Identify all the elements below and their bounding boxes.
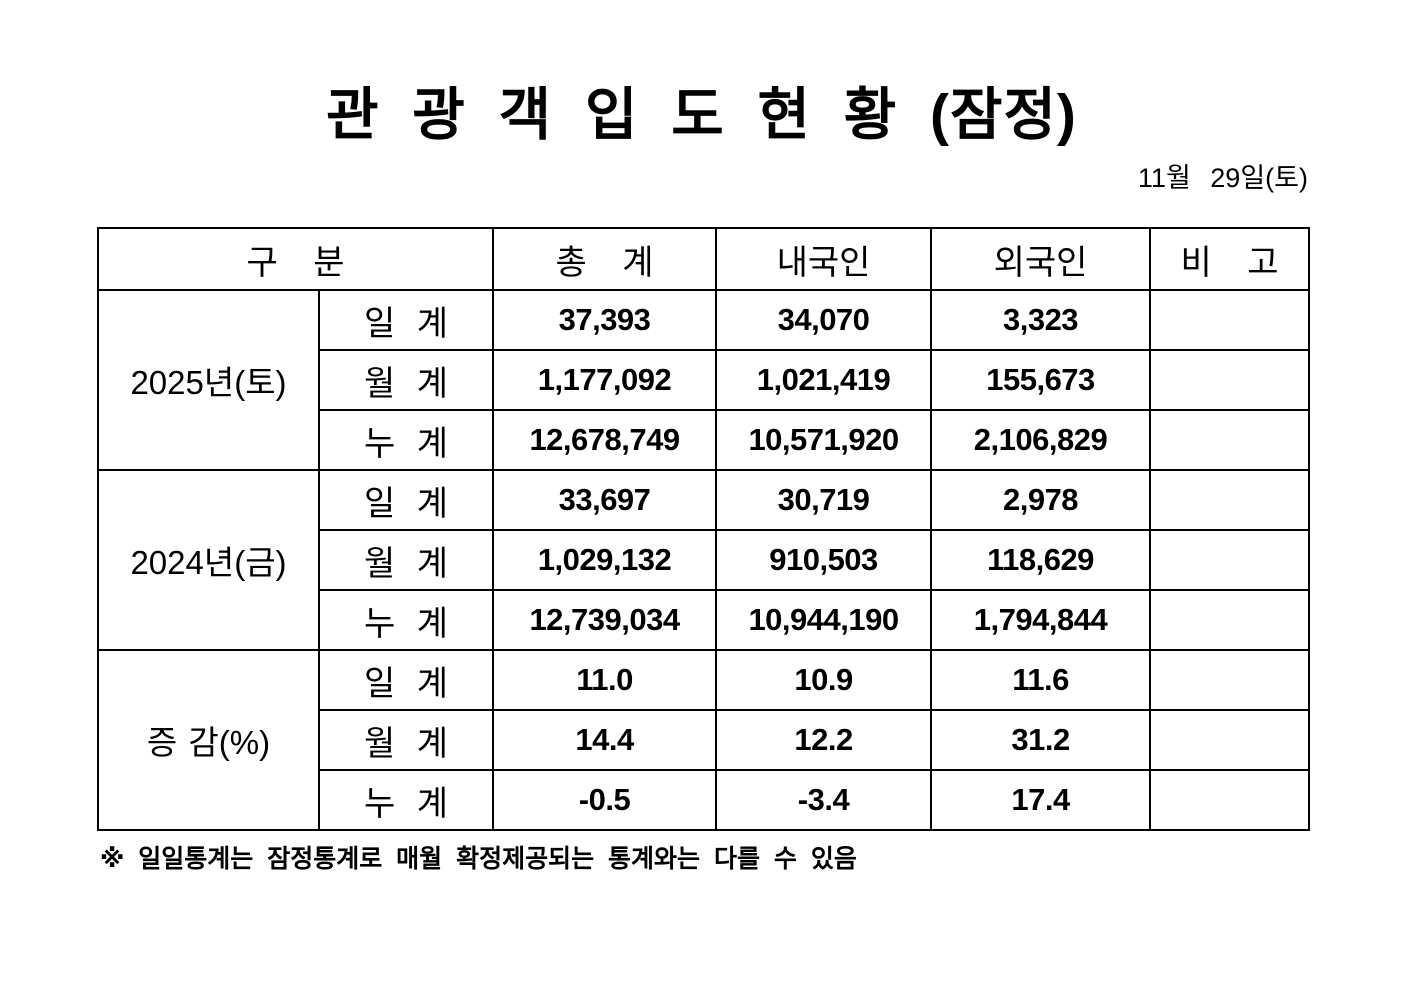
cell-note <box>1149 769 1311 831</box>
row-label: 일 계 <box>317 469 495 531</box>
cell-total: 37,393 <box>492 289 718 351</box>
cell-foreign: 31.2 <box>930 709 1152 771</box>
table-row: 월 계 1,177,092 1,021,419 155,673 <box>98 349 1311 411</box>
table-row: 월 계 1,029,132 910,503 118,629 <box>98 529 1311 591</box>
cell-foreign: 17.4 <box>930 769 1152 831</box>
cell-total: 11.0 <box>492 649 718 711</box>
cell-domestic: 1,021,419 <box>715 349 933 411</box>
cell-total: 14.4 <box>492 709 718 771</box>
cell-foreign: 155,673 <box>930 349 1152 411</box>
row-label: 월 계 <box>317 529 495 591</box>
cell-foreign: 3,323 <box>930 289 1152 351</box>
group-label-2024: 2024년(금) <box>97 469 320 651</box>
header-total: 총 계 <box>492 227 718 291</box>
cell-note <box>1149 349 1311 411</box>
row-label: 일 계 <box>317 649 495 711</box>
cell-note <box>1149 649 1311 711</box>
tourist-stats-table: 구 분 총 계 내국인 외국인 비 고 2025년(토) 일 계 37,393 … <box>96 227 1311 831</box>
table-row: 2024년(금) 일 계 33,697 30,719 2,978 <box>97 469 1311 651</box>
cell-domestic: 12.2 <box>715 709 933 771</box>
table-row: 누 계 12,739,034 10,944,190 1,794,844 <box>98 589 1311 651</box>
cell-total: 1,177,092 <box>492 349 718 411</box>
group-label-2025: 2025년(토) <box>97 289 320 471</box>
cell-total: 12,739,034 <box>492 589 718 651</box>
cell-note <box>1149 409 1311 471</box>
row-label: 누 계 <box>317 589 495 651</box>
header-note: 비 고 <box>1149 227 1311 291</box>
cell-foreign: 11.6 <box>930 649 1152 711</box>
header-category: 구 분 <box>96 227 495 291</box>
group-label-change: 증 감(%) <box>97 649 320 831</box>
table-row: 누 계 -0.5 -3.4 17.4 <box>98 769 1311 831</box>
cell-total: 1,029,132 <box>492 529 718 591</box>
cell-foreign: 1,794,844 <box>930 589 1152 651</box>
table-row: 2025년(토) 일 계 37,393 34,070 3,323 <box>97 289 1311 471</box>
row-label: 누 계 <box>317 409 495 471</box>
row-label: 월 계 <box>317 349 495 411</box>
cell-total: 12,678,749 <box>492 409 718 471</box>
page-title: 관 광 객 입 도 현 황 (잠정) <box>326 83 1077 147</box>
cell-domestic: 910,503 <box>715 529 933 591</box>
cell-note <box>1149 589 1311 651</box>
cell-note <box>1149 709 1311 771</box>
cell-total: 33,697 <box>492 469 718 531</box>
cell-foreign: 2,978 <box>930 469 1152 531</box>
report-date: 11월 29일(토) <box>1137 163 1308 193</box>
cell-foreign: 118,629 <box>930 529 1152 591</box>
footnote: ※ 일일통계는 잠정통계로 매월 확정제공되는 통계와는 다를 수 있음 <box>100 845 857 873</box>
cell-domestic: 10,944,190 <box>715 589 933 651</box>
cell-note <box>1149 529 1311 591</box>
table-row: 월 계 14.4 12.2 31.2 <box>98 709 1311 771</box>
cell-foreign: 2,106,829 <box>930 409 1152 471</box>
cell-domestic: 30,719 <box>715 469 933 531</box>
header-foreign: 외국인 <box>930 227 1152 291</box>
cell-total: -0.5 <box>492 769 718 831</box>
cell-domestic: 10,571,920 <box>715 409 933 471</box>
cell-domestic: 10.9 <box>715 649 933 711</box>
cell-domestic: 34,070 <box>715 289 933 351</box>
cell-note <box>1149 469 1311 531</box>
header-domestic: 내국인 <box>715 227 933 291</box>
cell-domestic: -3.4 <box>715 769 933 831</box>
row-label: 월 계 <box>317 709 495 771</box>
table-row: 누 계 12,678,749 10,571,920 2,106,829 <box>98 409 1311 471</box>
row-label: 누 계 <box>317 769 495 831</box>
row-label: 일 계 <box>317 289 495 351</box>
header-row: 구 분 총 계 내국인 외국인 비 고 <box>96 227 1311 291</box>
table-row: 증 감(%) 일 계 11.0 10.9 11.6 <box>97 649 1311 831</box>
cell-note <box>1149 289 1311 351</box>
